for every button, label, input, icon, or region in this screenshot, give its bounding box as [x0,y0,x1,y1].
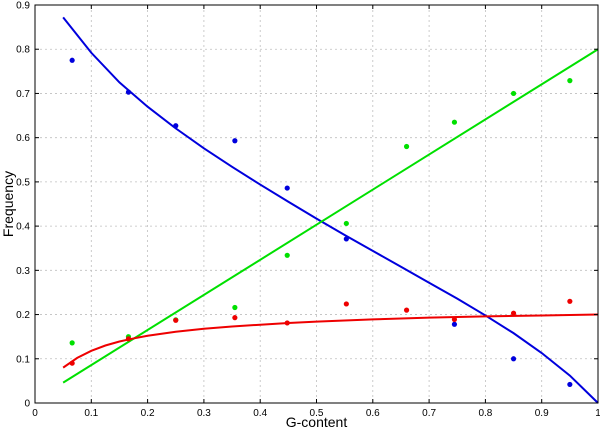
data-point-green [232,304,238,311]
x-tick-label: 0.4 [253,408,267,419]
series-blue [62,16,599,404]
fit-line-red [62,313,599,369]
data-point-blue [69,57,75,63]
x-tick-label: 0.1 [84,408,98,419]
grid [35,5,598,403]
data-point-green [69,340,75,346]
x-tick-label: 0.5 [310,408,324,419]
x-tick-label: 0.3 [197,408,211,419]
axis-ticks: 0 0.1 0.2 0.3 0.4 0.5 0.6 0.7 0.8 0.9 1 0 0.1 0.2 0.3 0… [16,1,600,420]
y-tick-label: 0.5 [16,177,30,188]
data-point-green [343,220,349,227]
fit-line-blue [62,16,599,404]
y-tick-label: 0.3 [16,266,30,277]
data-point-green [567,78,573,84]
data-point-blue [125,89,132,95]
y-tick-label: 0 [24,399,30,410]
y-tick-label: 0.4 [16,222,30,233]
data-point-blue [451,321,458,327]
data-point-blue [510,356,517,362]
x-tick-label: 0.6 [366,408,380,419]
y-tick-label: 0.7 [16,89,30,100]
x-tick-label: 1 [595,408,600,419]
data-point-red [403,307,410,313]
data-point-green [451,119,458,125]
data-point-red [343,301,349,307]
data-point-blue [343,236,349,242]
data-point-blue [284,185,290,191]
series-layer [62,16,599,404]
y-tick-label: 0.8 [16,45,30,56]
y-axis-label: Frequency [0,171,16,237]
data-point-red [173,317,179,323]
data-point-red [510,310,517,316]
x-tick-label: 0 [32,408,38,419]
y-tick-label: 0.2 [16,310,30,321]
data-point-green [510,90,517,97]
fit-line-green [62,48,599,384]
data-point-red [232,315,238,321]
x-tick-label: 0.7 [422,408,436,419]
data-point-red [567,298,573,304]
data-point-blue [173,123,179,129]
x-tick-label: 0.8 [478,408,492,419]
data-point-red [451,316,458,323]
series-red [62,298,599,369]
data-point-red [125,336,132,342]
x-tick-label: 0.2 [141,408,155,419]
y-tick-label: 0.9 [16,1,30,12]
data-point-red [69,360,75,366]
data-point-blue [232,138,238,144]
data-point-red [284,320,290,326]
x-tick-label: 0.9 [535,408,549,419]
data-point-green [284,252,290,258]
data-point-green [403,143,410,150]
y-tick-label: 0.1 [16,354,30,365]
data-point-blue [567,381,573,388]
x-axis-label: G-content [286,414,348,430]
y-tick-label: 0.6 [16,133,30,144]
